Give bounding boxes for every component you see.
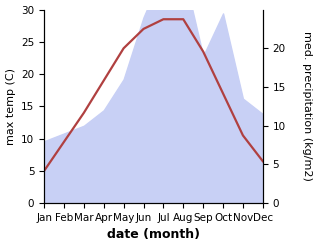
- Y-axis label: max temp (C): max temp (C): [5, 68, 16, 145]
- X-axis label: date (month): date (month): [107, 228, 200, 242]
- Y-axis label: med. precipitation (kg/m2): med. precipitation (kg/m2): [302, 31, 313, 181]
